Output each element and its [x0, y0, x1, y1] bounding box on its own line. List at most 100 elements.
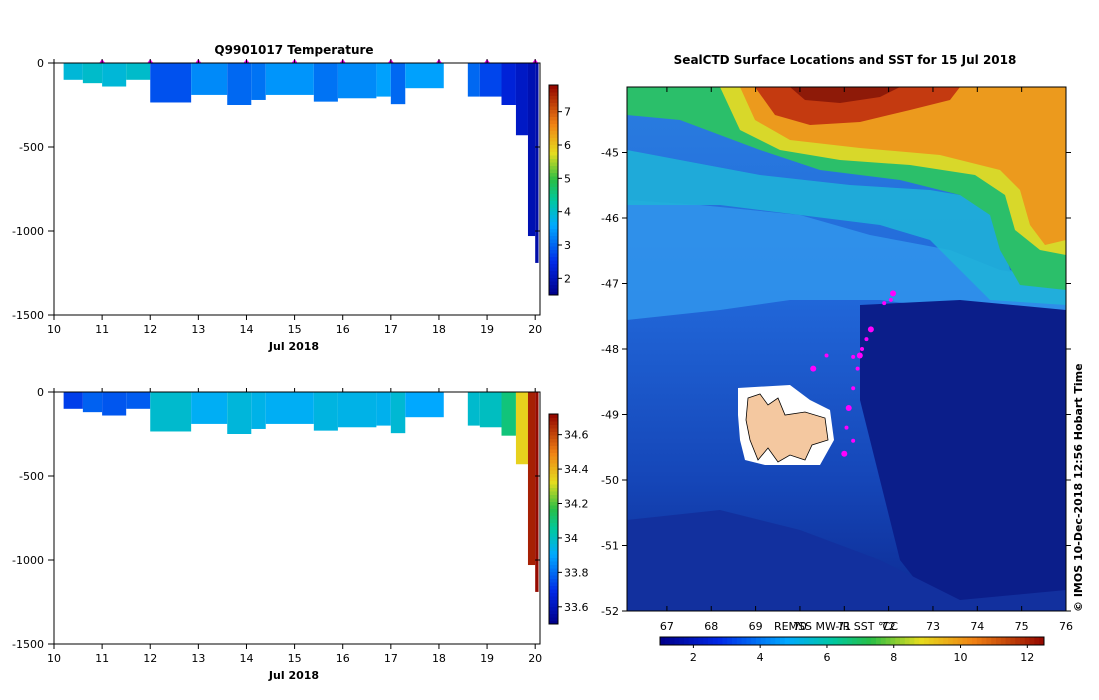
- sst-colorbar-segment: [948, 637, 954, 645]
- salinity-plot-frame: [53, 391, 541, 645]
- map-y-tick-label: -50: [601, 474, 619, 487]
- profile-cell: [405, 63, 444, 89]
- colorbar-segment: [549, 85, 558, 89]
- temperature-title: Q9901017 Temperature: [214, 43, 373, 57]
- colorbar-segment: [549, 505, 558, 509]
- sst-colorbar-segment: [789, 637, 795, 645]
- sst-colorbar-segment: [727, 637, 733, 645]
- temperature-x-axis: 10 11 12 13 14 15 16 17 18 19 20: [47, 59, 542, 336]
- sst-colorbar-segment: [1000, 637, 1007, 645]
- x-tick-label: 19: [480, 652, 494, 665]
- colorbar-segment: [549, 267, 558, 271]
- sst-colorbar: 2 4 6 8 10 12: [659, 636, 1045, 664]
- colorbar-tick-label: 34.6: [564, 429, 589, 442]
- sst-colorbar-segment: [818, 637, 824, 645]
- x-tick-label: 16: [336, 652, 350, 665]
- sst-colorbar-segment: [871, 637, 877, 645]
- colorbar-segment: [549, 414, 558, 418]
- colorbar-segment: [549, 424, 558, 429]
- map-x-tick-label: 76: [1059, 620, 1073, 633]
- colorbar-segment: [549, 249, 558, 254]
- sst-colorbar-segment: [1010, 637, 1016, 645]
- sst-colorbar-segment: [765, 637, 771, 645]
- sst-colorbar-label: REMSS MW-IR SST ℃C: [774, 620, 898, 633]
- salinity-y-axis: 0 -500 -1000 -1500: [12, 386, 540, 651]
- track-point: [824, 353, 829, 358]
- map-x-tick-label: 75: [1015, 620, 1029, 633]
- colorbar-segment: [549, 610, 558, 614]
- sst-colorbar-segment: [924, 637, 930, 645]
- colorbar-segment: [549, 232, 558, 236]
- colorbar-segment: [549, 459, 558, 464]
- colorbar-segment: [549, 582, 558, 586]
- colorbar-segment: [549, 445, 558, 450]
- colorbar-segment: [549, 176, 558, 180]
- profile-cell: [63, 392, 83, 409]
- track-point: [844, 425, 849, 430]
- x-tick-label: 18: [432, 323, 446, 336]
- temperature-colorbar: 2 3 4 5 6 7: [548, 84, 571, 296]
- colorbar-segment: [549, 543, 558, 548]
- colorbar-segment: [549, 606, 558, 611]
- colorbar-segment: [549, 148, 558, 152]
- sst-colorbar-segment: [780, 637, 786, 645]
- colorbar-tick-label: 5: [564, 172, 571, 185]
- seal-track: [810, 290, 897, 457]
- x-tick-label: 11: [95, 323, 109, 336]
- colorbar-segment: [549, 183, 558, 187]
- y-tick-label: 0: [37, 386, 44, 399]
- track-point: [851, 386, 856, 391]
- track-point: [867, 326, 874, 333]
- colorbar-segment: [549, 95, 558, 100]
- sst-colorbar-segment: [981, 637, 987, 645]
- colorbar-segment: [549, 151, 558, 156]
- colorbar-segment: [549, 494, 558, 499]
- x-tick-label: 17: [384, 652, 398, 665]
- profile-cell: [191, 392, 228, 424]
- sst-colorbar-segment: [770, 637, 776, 645]
- colorbar-segment: [549, 225, 558, 229]
- colorbar-segment: [549, 88, 558, 93]
- sst-colorbar-segment: [708, 637, 714, 645]
- colorbar-frame: [548, 84, 559, 296]
- colorbar-tick-label: 33.8: [564, 566, 589, 579]
- map-x-tick-label: 74: [970, 620, 984, 633]
- colorbar-segment: [549, 281, 558, 285]
- x-tick-label: 15: [288, 323, 302, 336]
- sst-colorbar-segment: [866, 637, 872, 645]
- colorbar-segment: [549, 470, 558, 474]
- sst-colorbar-segment: [880, 637, 887, 645]
- sst-colorbar-segment: [823, 637, 829, 645]
- colorbar-segment: [549, 421, 558, 425]
- profile-cell: [501, 63, 516, 105]
- colorbar-tick-label: 33.6: [564, 601, 589, 614]
- colorbar-segment: [549, 242, 558, 247]
- sst-colorbar-segment: [688, 637, 695, 645]
- sst-colorbar-segment: [808, 637, 815, 645]
- colorbar-segment: [549, 540, 558, 544]
- sst-colorbar-tick-label: 8: [890, 651, 897, 664]
- colorbar-segment: [549, 498, 558, 502]
- colorbar-segment: [549, 211, 558, 215]
- map-title: SealCTD Surface Locations and SST for 15…: [674, 53, 1017, 67]
- sst-colorbar-segment: [794, 637, 800, 645]
- colorbar-segment: [549, 284, 558, 289]
- colorbar-segment: [549, 533, 558, 537]
- colorbar-segment: [549, 596, 558, 600]
- colorbar-segment: [549, 438, 558, 443]
- track-point: [851, 438, 856, 443]
- x-tick-label: 14: [239, 652, 253, 665]
- colorbar-segment: [549, 599, 558, 604]
- x-tick-label: 17: [384, 323, 398, 336]
- x-tick-label: 12: [143, 652, 157, 665]
- colorbar-segment: [549, 571, 558, 576]
- sst-colorbar-segment: [703, 637, 709, 645]
- profile-cell: [527, 63, 536, 237]
- y-tick-label: -1500: [12, 309, 44, 322]
- sst-colorbar-segment: [756, 637, 762, 645]
- map-x-tick-label: 73: [926, 620, 940, 633]
- colorbar-segment: [549, 491, 558, 495]
- colorbar-segment: [549, 123, 558, 128]
- sst-colorbar-segment: [828, 637, 834, 645]
- sst-colorbar-segment: [852, 637, 858, 645]
